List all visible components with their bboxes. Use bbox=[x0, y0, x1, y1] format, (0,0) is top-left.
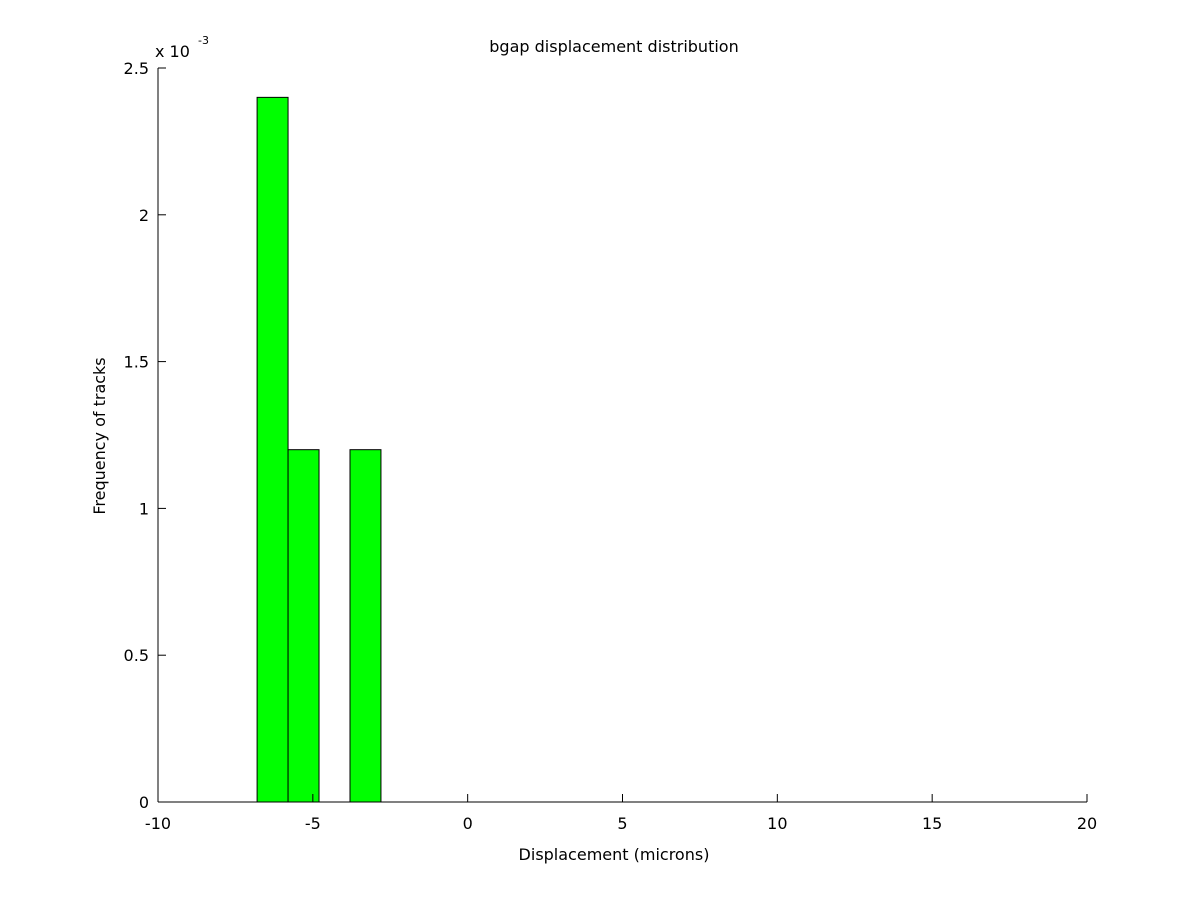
y-tick-label-2: 1 bbox=[139, 499, 149, 518]
y-tick-label-0: 0 bbox=[139, 793, 149, 812]
bars-layer bbox=[256, 96, 382, 803]
x-tick-label-4: 10 bbox=[767, 814, 787, 833]
y-axis-label: Frequency of tracks bbox=[90, 357, 109, 514]
bar-1 bbox=[287, 449, 320, 803]
y-multiplier-base: x 10 bbox=[155, 42, 190, 61]
y-tick-label-3: 1.5 bbox=[124, 353, 149, 372]
y-tick-label-4: 2 bbox=[139, 206, 149, 225]
y-tick-label-5: 2.5 bbox=[124, 59, 149, 78]
y-multiplier-exponent: -3 bbox=[198, 34, 209, 47]
y-tick-label-1: 0.5 bbox=[124, 646, 149, 665]
ticks-layer: -10 -5 0 5 10 15 20 0 0.5 1 1.5 2 2.5 bbox=[124, 59, 1098, 833]
bar-2 bbox=[349, 449, 382, 803]
x-tick-label-0: -10 bbox=[145, 814, 171, 833]
x-tick-label-5: 15 bbox=[922, 814, 942, 833]
bar-0 bbox=[256, 96, 289, 803]
x-tick-label-2: 0 bbox=[463, 814, 473, 833]
chart-title: bgap displacement distribution bbox=[489, 37, 738, 56]
x-axis-label: Displacement (microns) bbox=[519, 845, 710, 864]
y-multiplier: x 10 -3 bbox=[155, 34, 209, 61]
x-tick-label-3: 5 bbox=[617, 814, 627, 833]
x-tick-label-1: -5 bbox=[305, 814, 321, 833]
x-tick-label-6: 20 bbox=[1077, 814, 1097, 833]
